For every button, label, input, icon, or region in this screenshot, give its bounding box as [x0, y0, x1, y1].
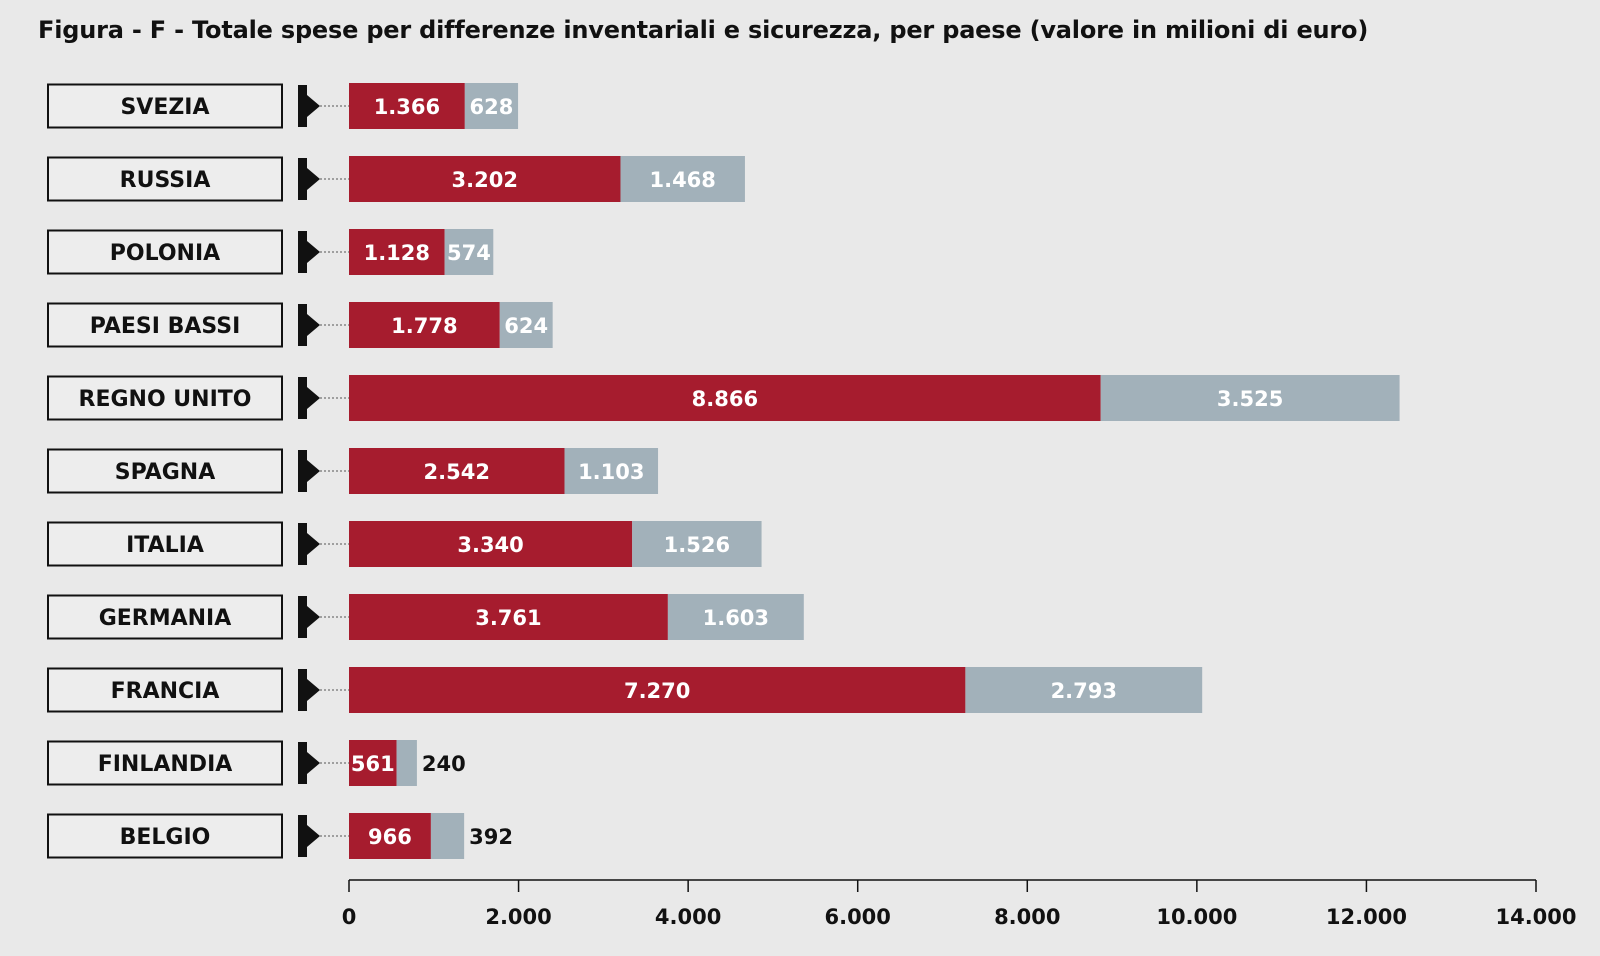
value-label-series-1-polonia: 1.128: [364, 241, 430, 265]
category-box-spagna: [47, 448, 283, 494]
bar-series-1-italia: [349, 521, 633, 567]
row-marker-finlandia: [298, 742, 307, 784]
bar-series-2-russia: [620, 156, 745, 202]
x-tick-label-2: 4.000: [655, 905, 721, 929]
bar-series-2-belgio: [430, 813, 465, 859]
row-marker-spagna: [298, 450, 307, 492]
row-pointer-finlandia: [307, 752, 320, 774]
value-label-series-1-svezia: 1.366: [374, 95, 440, 119]
value-label-series-2-francia: 2.793: [1051, 679, 1117, 703]
value-label-series-2-regno-unito: 3.525: [1217, 387, 1283, 411]
bar-series-2-finlandia: [396, 740, 417, 786]
bar-series-1-germania: [349, 594, 668, 640]
bar-series-1-finlandia: [349, 740, 397, 786]
category-label-francia: FRANCIA: [111, 679, 220, 704]
bar-series-2-spagna: [564, 448, 659, 494]
category-label-regno-unito: REGNO UNITO: [79, 387, 252, 412]
category-box-francia: [47, 667, 283, 713]
category-box-finlandia: [47, 740, 283, 786]
category-box-belgio: [47, 813, 283, 859]
category-box-paesi-bassi: [47, 302, 283, 348]
value-label-series-1-finlandia: 561: [351, 752, 395, 776]
x-tick-label-0: 0: [342, 905, 357, 929]
category-box-polonia: [47, 229, 283, 275]
category-label-germania: GERMANIA: [99, 606, 232, 631]
category-label-polonia: POLONIA: [110, 241, 220, 266]
category-box-russia: [47, 156, 283, 202]
row-pointer-svezia: [307, 95, 320, 117]
category-label-italia: ITALIA: [126, 533, 204, 558]
value-label-series-2-paesi-bassi: 624: [504, 314, 548, 338]
bar-series-1-spagna: [349, 448, 565, 494]
chart-title: Figura - F - Totale spese per differenze…: [38, 16, 1369, 44]
bar-series-2-svezia: [464, 83, 519, 129]
x-tick-label-1: 2.000: [485, 905, 551, 929]
x-tick-label-5: 10.000: [1156, 905, 1237, 929]
bar-series-2-paesi-bassi: [499, 302, 553, 348]
x-tick-label-4: 8.000: [994, 905, 1060, 929]
row-pointer-italia: [307, 533, 320, 555]
value-label-series-2-spagna: 1.103: [578, 460, 644, 484]
category-label-paesi-bassi: PAESI BASSI: [90, 314, 241, 339]
value-label-series-1-russia: 3.202: [452, 168, 518, 192]
value-label-series-2-polonia: 574: [447, 241, 491, 265]
bar-series-2-germania: [667, 594, 804, 640]
value-label-series-1-regno-unito: 8.866: [692, 387, 758, 411]
value-label-series-2-finlandia: 240: [422, 752, 466, 776]
row-pointer-regno-unito: [307, 387, 320, 409]
category-box-germania: [47, 594, 283, 640]
row-pointer-polonia: [307, 241, 320, 263]
category-label-svezia: SVEZIA: [120, 95, 209, 120]
value-label-series-1-germania: 3.761: [475, 606, 541, 630]
bar-series-1-svezia: [349, 83, 465, 129]
bar-series-1-francia: [349, 667, 966, 713]
category-box-svezia: [47, 83, 283, 129]
bar-series-1-russia: [349, 156, 621, 202]
category-label-finlandia: FINLANDIA: [98, 752, 233, 777]
row-marker-francia: [298, 669, 307, 711]
value-label-series-2-svezia: 628: [470, 95, 514, 119]
bar-series-1-belgio: [349, 813, 431, 859]
row-pointer-spagna: [307, 460, 320, 482]
row-marker-italia: [298, 523, 307, 565]
x-tick-label-7: 14.000: [1495, 905, 1576, 929]
bar-series-2-regno-unito: [1100, 375, 1400, 421]
category-box-regno-unito: [47, 375, 283, 421]
row-marker-paesi-bassi: [298, 304, 307, 346]
bar-series-1-paesi-bassi: [349, 302, 500, 348]
bar-series-2-italia: [632, 521, 762, 567]
category-label-spagna: SPAGNA: [115, 460, 215, 485]
value-label-series-1-paesi-bassi: 1.778: [391, 314, 457, 338]
value-label-series-2-italia: 1.526: [664, 533, 730, 557]
row-marker-belgio: [298, 815, 307, 857]
row-marker-russia: [298, 158, 307, 200]
row-marker-svezia: [298, 85, 307, 127]
value-label-series-1-francia: 7.270: [624, 679, 690, 703]
row-marker-germania: [298, 596, 307, 638]
x-tick-label-6: 12.000: [1326, 905, 1407, 929]
value-label-series-2-germania: 1.603: [703, 606, 769, 630]
value-label-series-1-belgio: 966: [368, 825, 412, 849]
value-label-series-1-italia: 3.340: [457, 533, 523, 557]
bar-series-1-regno-unito: [349, 375, 1101, 421]
row-pointer-belgio: [307, 825, 320, 847]
row-pointer-russia: [307, 168, 320, 190]
row-pointer-paesi-bassi: [307, 314, 320, 336]
category-box-italia: [47, 521, 283, 567]
value-label-series-2-russia: 1.468: [649, 168, 715, 192]
bar-series-2-polonia: [444, 229, 494, 275]
row-marker-polonia: [298, 231, 307, 273]
row-pointer-francia: [307, 679, 320, 701]
category-label-belgio: BELGIO: [120, 825, 211, 850]
x-tick-label-3: 6.000: [824, 905, 890, 929]
value-label-series-1-spagna: 2.542: [424, 460, 490, 484]
bar-series-2-francia: [965, 667, 1203, 713]
bar-series-1-polonia: [349, 229, 445, 275]
row-marker-regno-unito: [298, 377, 307, 419]
category-label-russia: RUSSIA: [120, 168, 211, 193]
row-pointer-germania: [307, 606, 320, 628]
value-label-series-2-belgio: 392: [469, 825, 513, 849]
